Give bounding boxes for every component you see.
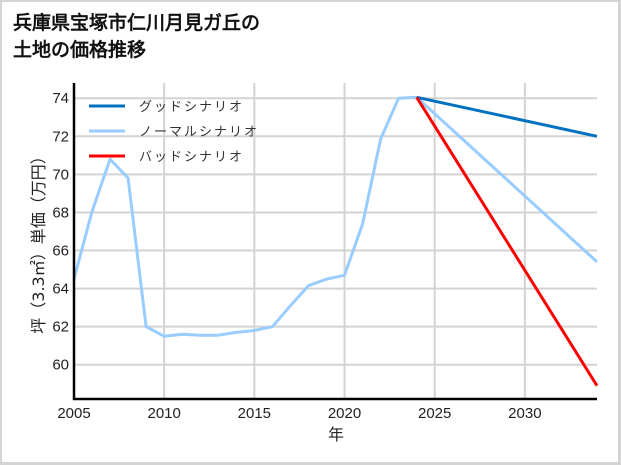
series-line <box>415 96 599 387</box>
grid-lines <box>74 83 597 399</box>
y-axis-label: 坪（3.3㎡）単価（万円） <box>29 148 48 333</box>
x-tick-label: 2015 <box>238 405 271 422</box>
y-tick-label: 64 <box>52 281 69 298</box>
x-tick-label: 2020 <box>328 405 361 422</box>
y-tick-label: 62 <box>52 319 69 336</box>
y-tick-label: 68 <box>52 204 69 221</box>
x-tick-label: 2025 <box>418 405 451 422</box>
y-tick-label: 60 <box>52 357 69 374</box>
y-tick-label: 72 <box>52 128 69 145</box>
y-tick-label: 66 <box>52 243 69 260</box>
x-axis-ticks: 2005 2010 2015 2020 2025 2030 <box>57 405 541 422</box>
x-tick-label: 2030 <box>508 405 541 422</box>
legend-label: ノーマルシナリオ <box>139 125 259 140</box>
series-line <box>72 95 599 338</box>
axes <box>72 83 597 401</box>
y-axis-ticks: 60 62 64 66 68 70 72 74 <box>52 90 69 374</box>
x-tick-label: 2010 <box>147 405 180 422</box>
chart-title: 兵庫県宝塚市仁川月見ガ丘の 土地の価格推移 <box>13 12 261 61</box>
y-tick-label: 70 <box>52 166 69 183</box>
x-axis-label: 年 <box>328 425 344 444</box>
legend-label: バッドシナリオ <box>139 150 244 165</box>
legend-label: グッドシナリオ <box>139 100 244 115</box>
y-tick-label: 74 <box>52 90 69 107</box>
series-line <box>416 95 598 138</box>
x-tick-label: 2005 <box>57 405 90 422</box>
data-series <box>72 95 599 387</box>
